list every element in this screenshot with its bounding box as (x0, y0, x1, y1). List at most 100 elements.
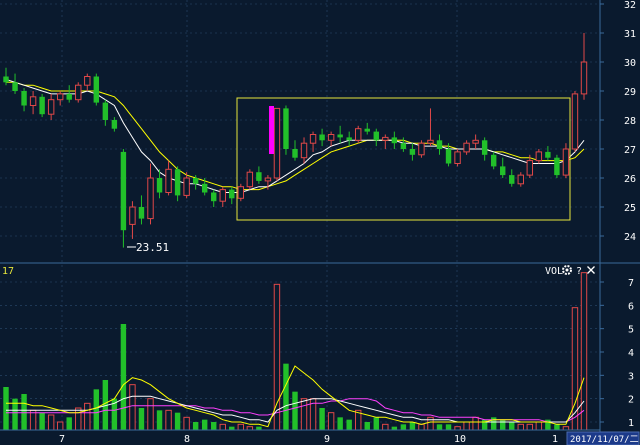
candle-body-down (93, 76, 100, 103)
candle-body-up (309, 134, 317, 144)
candle-body-up (129, 206, 136, 225)
x-tick-label: 7 (59, 434, 65, 445)
x-tick-label: 8 (184, 434, 190, 445)
volume-bar-down (138, 408, 145, 430)
volume-bar-down (156, 410, 163, 430)
candle-body-up (165, 168, 172, 194)
volume-bar-down (364, 422, 370, 430)
volume-bar-up (147, 398, 154, 431)
candle-body-down (174, 169, 181, 196)
volume-bar-up (472, 416, 479, 431)
candle-body-down (201, 183, 208, 193)
volume-bar-down (102, 380, 109, 430)
candle-body-up (300, 142, 308, 159)
volume-bar-down (93, 389, 100, 430)
candle-body-up (427, 139, 434, 144)
candle-body-up (75, 84, 82, 101)
candle-body-up (562, 148, 570, 176)
candle-body-down (445, 149, 452, 164)
volume-bar-down (3, 387, 9, 430)
volume-bar-up (165, 409, 172, 431)
volume-bar-up (517, 423, 524, 431)
candle-body-up (517, 174, 524, 185)
volume-bar-down (12, 398, 18, 430)
volume-bar-up (526, 423, 534, 431)
candle-body-up (183, 177, 190, 196)
volume-bar-down (400, 424, 407, 430)
candle-body-down (120, 151, 127, 231)
vol-ma-white-line (6, 395, 585, 423)
candle-body-up (237, 186, 245, 199)
candle-body-down (229, 189, 235, 199)
candlesticks (3, 33, 588, 248)
candle-body-down (500, 166, 506, 176)
candle-body-up (84, 76, 91, 86)
candle-body-down (319, 134, 325, 141)
candle-body-down (256, 172, 262, 181)
volume-tick-label: 1 (628, 418, 634, 429)
candle-body-down (346, 137, 352, 141)
volume-bar-up (327, 412, 335, 431)
gear-icon[interactable] (562, 265, 572, 275)
volume-tick-label: 4 (628, 348, 634, 359)
volume-bars (3, 272, 588, 431)
candle-body-up (264, 177, 272, 182)
volume-label: VOL (545, 266, 563, 277)
close-icon[interactable] (587, 266, 595, 274)
candle-body-up (47, 99, 55, 115)
volume-bar-down (192, 422, 199, 430)
volume-bar-up (47, 414, 55, 431)
volume-bar-down (554, 424, 560, 430)
volume-bar-up (129, 384, 136, 431)
volume-bar-down (445, 424, 452, 430)
volume-bar-down (211, 422, 217, 430)
candle-body-up (418, 142, 425, 156)
candle-body-up (219, 189, 226, 202)
volume-bar-down (545, 419, 551, 430)
candle-body-up (355, 128, 362, 141)
volume-bar-down (509, 422, 515, 430)
x-tick-label: 1 (552, 434, 558, 445)
volume-bar-down (283, 363, 289, 430)
volume-bar-down (39, 412, 45, 430)
candle-body-up (526, 160, 534, 176)
volume-bar-down (21, 394, 27, 430)
candle-body-down (481, 140, 488, 155)
candle-body-down (138, 207, 145, 219)
price-tick-label: 31 (624, 29, 636, 40)
grid-lines (0, 0, 600, 430)
volume-bar-down (201, 419, 208, 430)
price-tick-label: 26 (624, 174, 636, 185)
volume-bar-down (337, 417, 343, 430)
candle-body-down (292, 149, 298, 158)
candle-body-up (463, 142, 470, 153)
candle-body-down (391, 137, 398, 144)
candle-body-down (409, 149, 416, 155)
volume-bar-up (56, 421, 64, 431)
candle-body-down (554, 157, 560, 176)
x-tick-label: 10 (454, 434, 466, 445)
consolidation-box (236, 97, 571, 221)
candle-body-down (211, 192, 217, 202)
candle-body-down (3, 76, 9, 83)
candle-body-up (535, 151, 543, 162)
volume-bar-down (409, 422, 416, 430)
volume-bar-down (174, 412, 181, 430)
candle-body-down (364, 128, 370, 132)
candle-body-down (12, 82, 18, 91)
volume-bar-down (319, 408, 325, 430)
volume-bar-up (75, 407, 82, 431)
candle-body-down (490, 154, 497, 167)
help-icon[interactable]: ? (576, 266, 582, 277)
candle-body-down (39, 96, 45, 115)
volume-bar-down (391, 426, 398, 430)
volume-bar-up (84, 402, 91, 431)
candle-body-up (246, 171, 254, 188)
volume-bar-down (111, 398, 118, 430)
date-label-box (566, 431, 640, 445)
price-axis-ticks: 24 25 26 27 28 29 30 31 32 (600, 0, 636, 243)
candle-body-down (156, 178, 163, 193)
volume-axis-ticks: 1 2 3 4 5 6 7 (600, 278, 634, 429)
candle-body-up (580, 61, 588, 95)
